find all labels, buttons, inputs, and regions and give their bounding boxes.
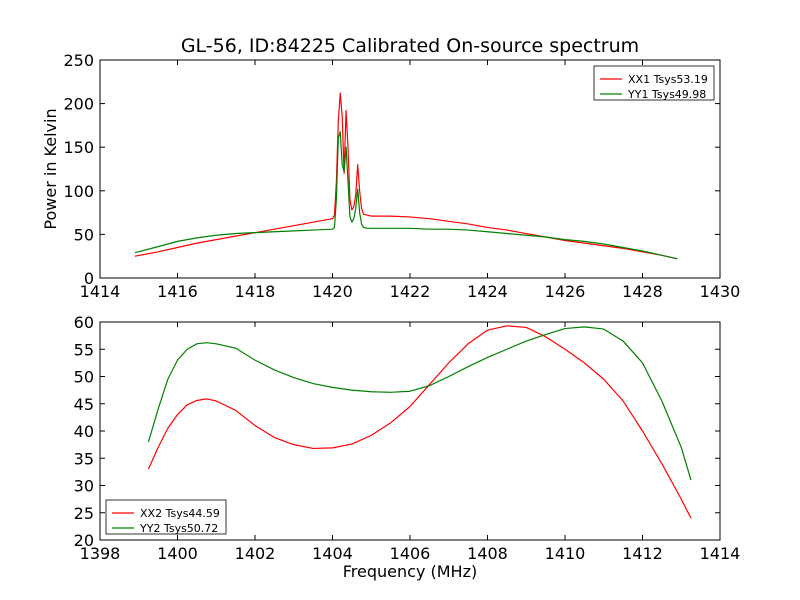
top-y-tick-label: 150 — [63, 138, 94, 157]
top-x-tick-label: 1426 — [545, 282, 586, 301]
bottom-y-tick-label: 45 — [74, 395, 94, 414]
top-legend: XX1 Tsys53.19 YY1 Tsys49.98 — [593, 65, 715, 101]
bottom-legend-label-2: YY2 Tsys50.72 — [139, 522, 218, 535]
top-x-tick-label: 1418 — [235, 282, 276, 301]
top-series-group — [134, 92, 678, 260]
bottom-series-line-1 — [147, 325, 692, 519]
bottom-y-tick-label: 35 — [74, 449, 94, 468]
top-panel: 1414 1416 1418 1420 1422 1424 1426 1428 1430 0 50 1… — [41, 51, 740, 301]
top-y-tick-label: 200 — [63, 95, 94, 114]
top-x-tick-label: 1428 — [622, 282, 663, 301]
bottom-x-tick-label: 1402 — [235, 544, 276, 563]
bottom-y-tick-label: 55 — [74, 340, 94, 359]
bottom-series-group — [147, 325, 692, 519]
bottom-y-tick-label: 20 — [74, 531, 94, 550]
top-series-line-2 — [134, 130, 678, 260]
bottom-x-tick-label: 1398 — [80, 544, 121, 563]
bottom-x-tick-label: 1412 — [622, 544, 663, 563]
bottom-x-tick-label: 1406 — [390, 544, 431, 563]
top-x-tick-label: 1420 — [312, 282, 353, 301]
bottom-y-tick-label: 30 — [74, 477, 94, 496]
bottom-x-tick-label: 1404 — [312, 544, 353, 563]
top-legend-label-1: XX1 Tsys53.19 — [628, 73, 708, 86]
bottom-x-tick-label: 1400 — [157, 544, 198, 563]
bottom-x-tick-label: 1410 — [545, 544, 586, 563]
top-x-tick-label: 1414 — [80, 282, 121, 301]
bottom-y-tick-label: 25 — [74, 504, 94, 523]
figure-title: GL-56, ID:84225 Calibrated On-source spe… — [181, 35, 639, 57]
bottom-x-tick-label: 1414 — [700, 544, 741, 563]
top-x-tick-label: 1422 — [390, 282, 431, 301]
bottom-legend-label-1: XX2 Tsys44.59 — [140, 507, 220, 520]
top-y-tick-label: 250 — [63, 51, 94, 70]
top-y-tick-label: 0 — [84, 269, 94, 288]
top-y-tick-label: 100 — [63, 182, 94, 201]
top-y-tick-label: 50 — [74, 225, 94, 244]
bottom-x-axis-title: Frequency (MHz) — [343, 562, 477, 581]
bottom-y-tick-label: 40 — [74, 422, 94, 441]
bottom-panel: 1398 1400 1402 1404 1406 1408 1410 1412 1414 20 25… — [74, 313, 741, 581]
top-x-tick-label: 1424 — [467, 282, 508, 301]
bottom-x-tick-label: 1408 — [467, 544, 508, 563]
top-legend-label-2: YY1 Tsys49.98 — [627, 88, 706, 101]
bottom-legend: XX2 Tsys44.59 YY2 Tsys50.72 — [105, 499, 227, 535]
top-x-tick-label: 1430 — [700, 282, 741, 301]
top-y-axis-title: Power in Kelvin — [41, 108, 60, 229]
bottom-series-line-2 — [147, 326, 692, 481]
bottom-y-tick-label: 50 — [74, 368, 94, 387]
top-x-tick-label: 1416 — [157, 282, 198, 301]
bottom-y-tick-label: 60 — [74, 313, 94, 332]
